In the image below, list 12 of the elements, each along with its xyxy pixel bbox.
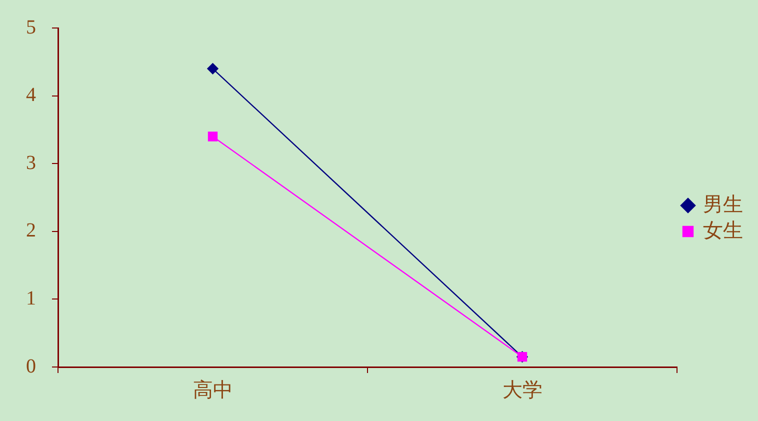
- legend-label: 男生: [703, 194, 743, 216]
- point: [208, 132, 218, 142]
- y-tick-label: 4: [26, 84, 36, 106]
- point: [207, 63, 218, 74]
- legend-label: 女生: [703, 220, 743, 242]
- x-tick-label: 高中: [192, 378, 233, 402]
- y-tick-label: 1: [26, 287, 36, 310]
- y-tick-label: 0: [26, 355, 36, 378]
- y-tick-label: 2: [26, 220, 36, 242]
- y-tick-label: 5: [26, 16, 36, 38]
- y-tick-label: 3: [26, 152, 36, 174]
- x-tick-label: 大学: [502, 379, 542, 402]
